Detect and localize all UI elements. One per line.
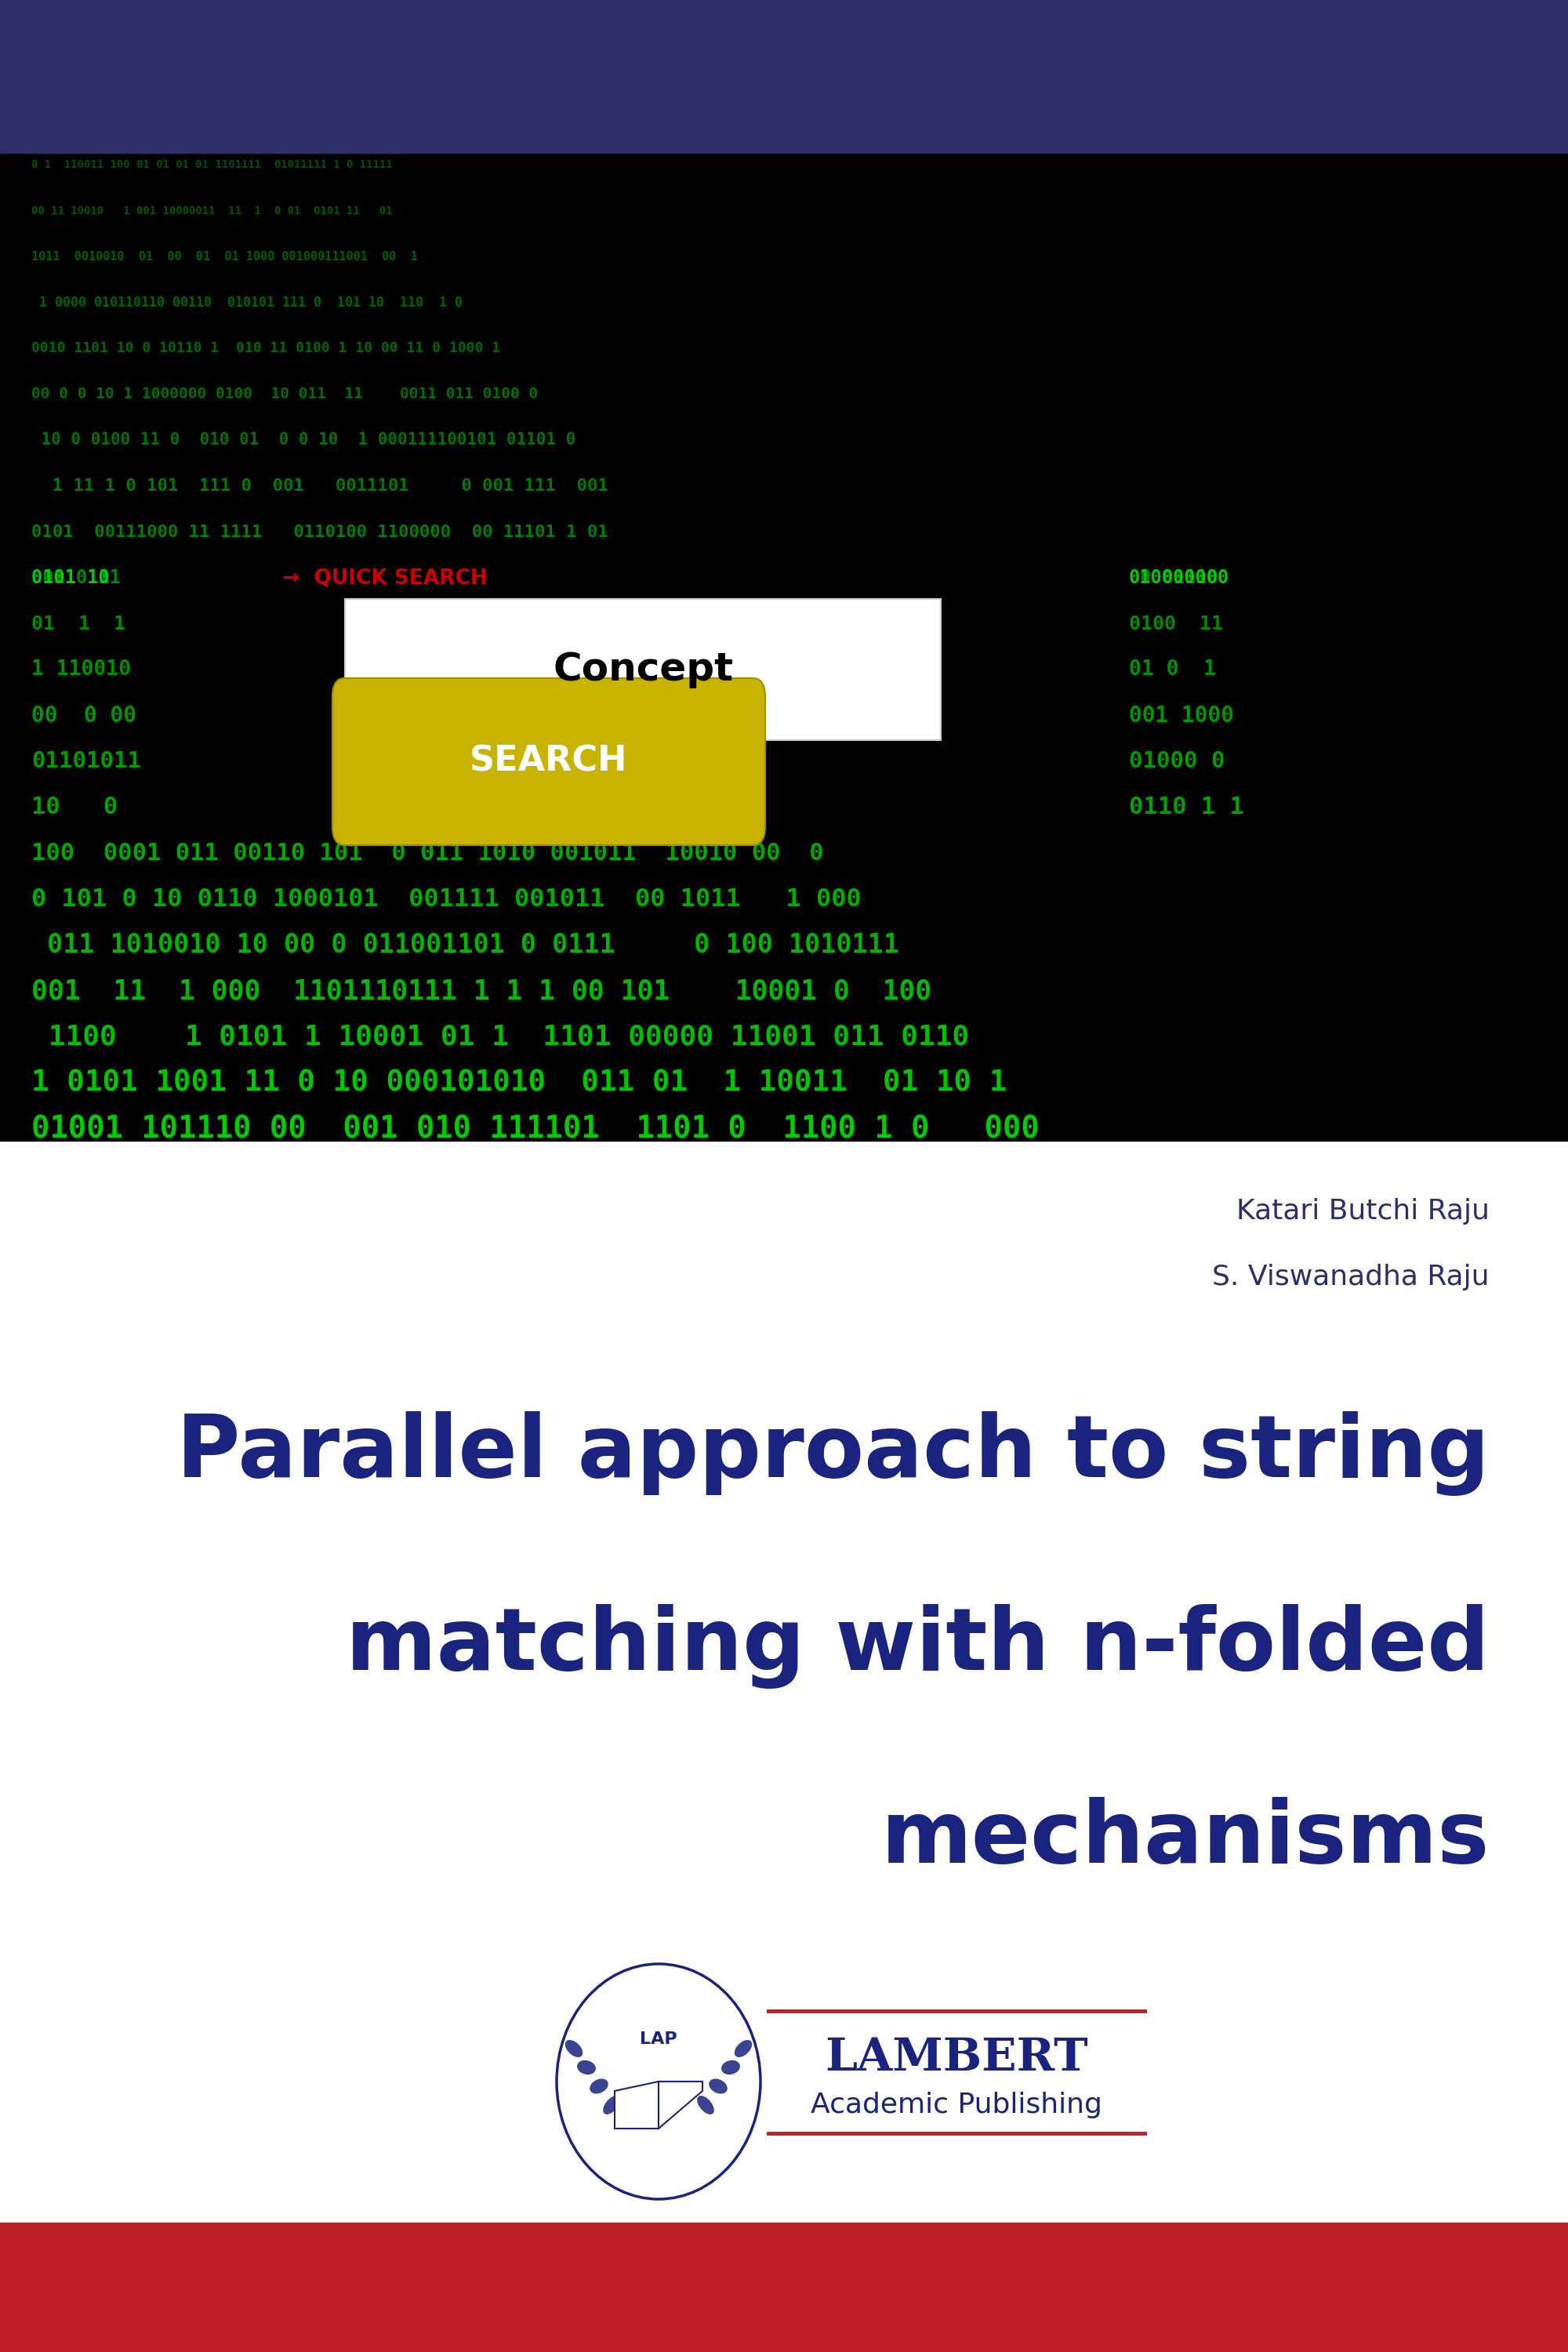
Ellipse shape — [577, 2060, 596, 2074]
Text: Academic Publishing: Academic Publishing — [811, 2091, 1102, 2119]
Text: LAMBERT: LAMBERT — [825, 2037, 1088, 2079]
Text: 01000 0: 01000 0 — [1129, 750, 1239, 771]
Text: 0100  11: 0100 11 — [1129, 614, 1223, 633]
Bar — [0, 0, 1568, 153]
Text: 0 101 0 10 0110 1000101  001111 001011  00 1011   1 000: 0 101 0 10 0110 1000101 001111 001011 00… — [31, 887, 861, 913]
Ellipse shape — [557, 1964, 760, 2199]
Text: 1 0101 1001 11 0 10 000101010  011 01  1 10011  01 10 1: 1 0101 1001 11 0 10 000101010 011 01 1 1… — [31, 1068, 1007, 1096]
Text: 01 0  1: 01 0 1 — [1129, 659, 1229, 680]
Ellipse shape — [709, 2079, 728, 2093]
Text: Katari Butchi Raju: Katari Butchi Raju — [1237, 1197, 1490, 1225]
Text: 0110 1 1: 0110 1 1 — [1129, 795, 1245, 818]
Ellipse shape — [604, 2096, 619, 2114]
Polygon shape — [659, 2082, 702, 2129]
Text: LAP: LAP — [640, 2032, 677, 2046]
Text: 0 1  110011 100 01 01 01 01 1101111  01011111 1 0 11111: 0 1 110011 100 01 01 01 01 1101111 01011… — [31, 160, 392, 169]
Text: 0110 11: 0110 11 — [31, 569, 121, 588]
Text: 10 0 0100 11 0  010 01  0 0 10  1 000111100101 01101 0: 10 0 0100 11 0 010 01 0 0 10 1 000111100… — [31, 433, 575, 447]
Text: 1100    1 0101 1 10001 01 1  1101 00000 11001 011 0110: 1100 1 0101 1 10001 01 1 1101 00000 1100… — [31, 1023, 969, 1051]
Text: 0101 10: 0101 10 — [31, 569, 110, 588]
Text: S. Viswanadha Raju: S. Viswanadha Raju — [1212, 1263, 1490, 1291]
Text: 00  0 00: 00 0 00 — [31, 706, 136, 727]
Bar — [0, 153, 1568, 1141]
Ellipse shape — [734, 2039, 753, 2058]
Text: 0010 1101 10 0 10110 1  010 11 0100 1 10 00 11 0 1000 1: 0010 1101 10 0 10110 1 010 11 0100 1 10 … — [31, 341, 500, 355]
Text: 100  0001 011 00110 101  0 011 1010 001011  10010 00  0: 100 0001 011 00110 101 0 011 1010 001011… — [31, 842, 823, 866]
Text: 011 1010010 10 00 0 011001101 0 0111     0 100 1010111: 011 1010010 10 00 0 011001101 0 0111 0 1… — [31, 931, 898, 957]
Text: 01001 101110 00  001 010 111101  1101 0  1100 1 0   000: 01001 101110 00 001 010 111101 1101 0 11… — [31, 1115, 1040, 1143]
Text: 10   0: 10 0 — [31, 795, 147, 818]
Text: SEARCH: SEARCH — [470, 746, 627, 779]
Text: 0 01110: 0 01110 — [1129, 569, 1218, 588]
Text: 1 110010: 1 110010 — [31, 659, 132, 680]
Ellipse shape — [564, 2039, 583, 2058]
FancyBboxPatch shape — [332, 677, 765, 844]
Text: 001  11  1 000  1101110111 1 1 1 00 101    10001 0  100: 001 11 1 000 1101110111 1 1 1 00 101 100… — [31, 978, 931, 1004]
Text: 1 11 1 0 101  111 0  001   0011101     0 001 111  001: 1 11 1 0 101 111 0 001 0011101 0 001 111… — [31, 477, 608, 494]
Text: mechanisms: mechanisms — [881, 1797, 1490, 1882]
Text: 01  1  1: 01 1 1 — [31, 614, 125, 633]
FancyBboxPatch shape — [345, 600, 941, 741]
Text: 1011  0010010  01  00  01  01 1000 001000111001  00  1: 1011 0010010 01 00 01 01 1000 0010001110… — [31, 252, 425, 263]
Text: 01101011: 01101011 — [31, 750, 141, 771]
Ellipse shape — [698, 2096, 713, 2114]
Ellipse shape — [721, 2060, 740, 2074]
Text: 0101  00111000 11 1111   0110100 1100000  00 11101 1 01: 0101 00111000 11 1111 0110100 1100000 00… — [31, 524, 608, 541]
Text: matching with n-folded: matching with n-folded — [347, 1604, 1490, 1689]
Text: 1 0000 010110110 00110  010101 111 0  101 10  110  1 0: 1 0000 010110110 00110 010101 111 0 101 … — [31, 296, 463, 310]
Text: 00 0 0 10 1 1000000 0100  10 011  11    0011 011 0100 0: 00 0 0 10 1 1000000 0100 10 011 11 0011 … — [31, 386, 538, 402]
Polygon shape — [615, 2082, 659, 2129]
Text: 010000000: 010000000 — [1129, 569, 1229, 588]
Text: 001 1000: 001 1000 — [1129, 706, 1234, 727]
Text: Parallel approach to string: Parallel approach to string — [176, 1411, 1490, 1496]
Text: 00 11 10010   1 001 10000011  11  1  0 01  0101 11   01: 00 11 10010 1 001 10000011 11 1 0 01 010… — [31, 205, 392, 216]
Text: Concept: Concept — [554, 652, 734, 689]
Ellipse shape — [590, 2079, 608, 2093]
Bar — [0, 2223, 1568, 2352]
Text: →  QUICK SEARCH: → QUICK SEARCH — [282, 567, 488, 588]
